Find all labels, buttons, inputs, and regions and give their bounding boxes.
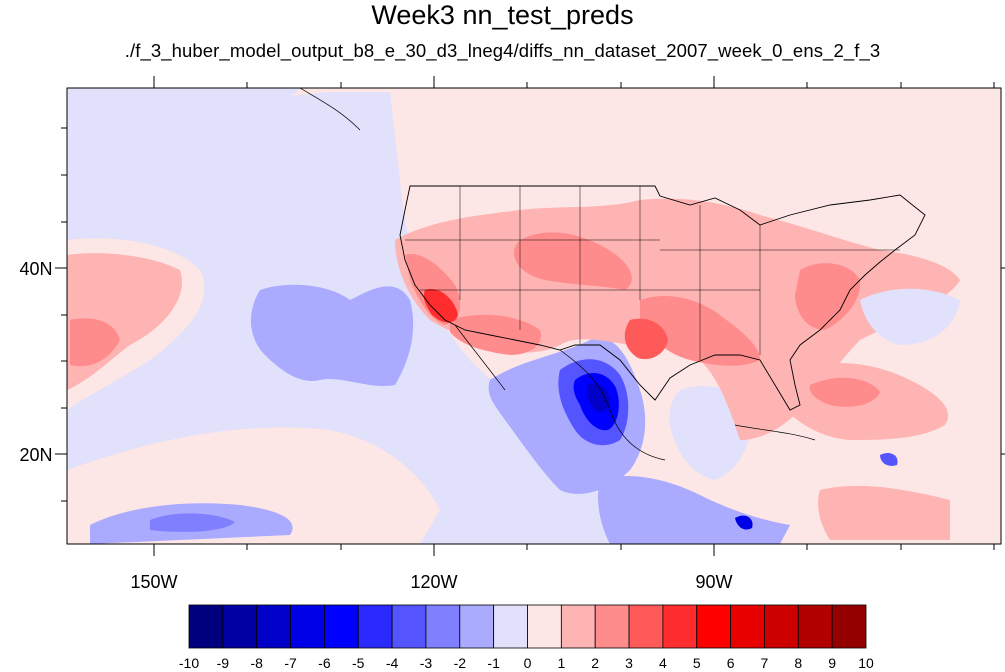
colorbar-swatch xyxy=(493,604,528,649)
texas-red-core xyxy=(624,318,668,360)
colorbar-swatch xyxy=(222,604,258,649)
lat-ticks xyxy=(55,127,1005,502)
colorbar-swatch xyxy=(357,604,393,649)
colorbar-label: 7 xyxy=(761,655,769,671)
us-east-red xyxy=(795,263,861,330)
caribbean-blue-spot xyxy=(880,453,898,466)
colorbar-swatch xyxy=(797,604,833,649)
colorbar-label: -1 xyxy=(487,655,500,671)
colorbar-label: 1 xyxy=(557,655,565,671)
map-title: Week3 nn_test_preds xyxy=(371,0,634,30)
lat-tick-label: 40N xyxy=(19,259,52,279)
colorbar-swatch xyxy=(730,604,765,649)
us-medium-red-patches xyxy=(514,232,632,290)
lat-tick-label: 20N xyxy=(19,445,52,465)
colorbar-label: -4 xyxy=(386,655,399,671)
colorbar-swatch xyxy=(594,604,630,649)
west-pacific-red-core xyxy=(70,318,120,367)
mexico-dark-blue-core xyxy=(586,383,610,412)
map-subtitle: ./f_3_huber_model_output_b8_e_30_d3_lneg… xyxy=(124,40,881,61)
plot-frame xyxy=(66,87,1002,545)
colorbar-swatch xyxy=(628,604,664,649)
north-pacific-light-blue xyxy=(67,88,300,135)
colorbar-label: -8 xyxy=(250,655,263,671)
atlantic-light-blue xyxy=(860,288,960,345)
colorbar-label: -3 xyxy=(420,655,433,671)
colorbar-swatch xyxy=(831,604,867,649)
colorbar-swatch xyxy=(560,604,596,649)
colorbar xyxy=(188,604,867,649)
colorbar-label: 2 xyxy=(591,655,599,671)
colorbar-swatch xyxy=(188,604,224,649)
coastlines xyxy=(299,88,816,461)
colorbar-label: -5 xyxy=(352,655,365,671)
atlantic-red-core xyxy=(809,377,880,407)
colorbar-label: -7 xyxy=(284,655,297,671)
lon-tick-label: 150W xyxy=(130,572,177,592)
colorbar-swatch xyxy=(425,604,461,649)
colorbar-label: 0 xyxy=(524,655,532,671)
state-borders xyxy=(405,186,900,360)
colorbar-swatch xyxy=(459,604,495,649)
colorbar-label: -6 xyxy=(318,655,331,671)
south-atlantic-red xyxy=(818,485,950,540)
offshore-blue-patch xyxy=(250,284,414,387)
colorbar-swatch xyxy=(290,604,325,649)
lon-tick-label: 90W xyxy=(695,572,732,592)
lon-tick-label: 120W xyxy=(410,572,457,592)
colorbar-label: 9 xyxy=(828,655,836,671)
colorbar-swatch xyxy=(696,604,731,649)
colorbar-label: 3 xyxy=(625,655,633,671)
colorbar-swatch xyxy=(764,604,799,649)
colorbar-swatch xyxy=(662,604,698,649)
colorbar-label: -9 xyxy=(217,655,230,671)
colorbar-label: 4 xyxy=(659,655,667,671)
colorbar-swatch xyxy=(323,604,359,649)
colorbar-labels: -10 -9 -8 -7 -6 -5 -4 -3 -2 -1 0 1 2 3 4 5 6 7 8 9 10 xyxy=(179,655,874,671)
map-plot-area xyxy=(67,88,1001,544)
us-outline xyxy=(399,185,926,411)
colorbar-label: 6 xyxy=(727,655,735,671)
colorbar-label: -10 xyxy=(179,655,199,671)
tropical-pacific-blue-core xyxy=(150,513,235,532)
colorbar-swatch xyxy=(256,604,291,649)
colorbar-swatch xyxy=(391,604,427,649)
southwest-red xyxy=(450,314,541,355)
colorbar-label: -2 xyxy=(454,655,467,671)
colorbar-label: 10 xyxy=(858,655,874,671)
colorbar-label: 5 xyxy=(693,655,701,671)
colorbar-swatch xyxy=(527,604,562,649)
central-america-blue-core xyxy=(735,515,753,530)
colorbar-label: 8 xyxy=(794,655,802,671)
california-red-core xyxy=(423,289,458,323)
lon-ticks xyxy=(153,76,995,556)
